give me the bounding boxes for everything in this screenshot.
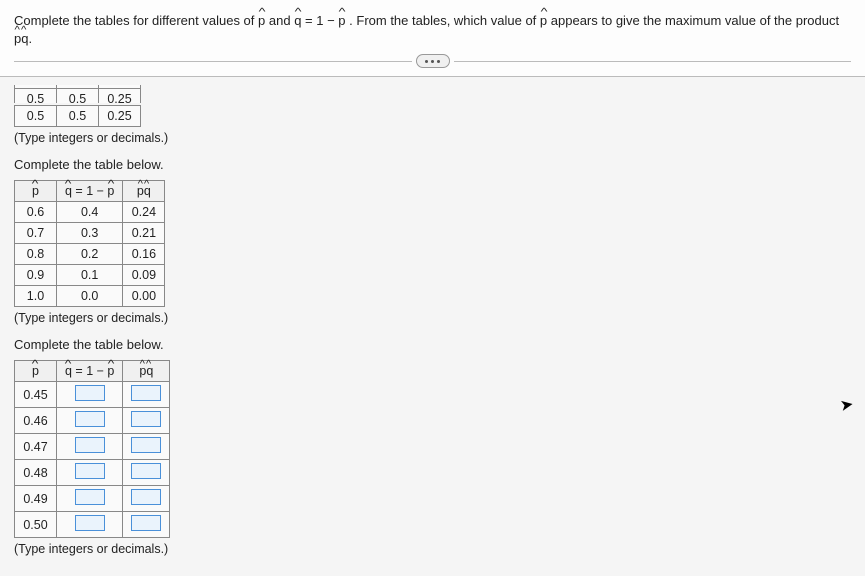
cell: 0.5 [15,89,57,104]
cell-pq [123,512,170,538]
table-prompt: Complete the table below. [14,337,851,352]
cell: 0.8 [15,244,57,265]
table-row: 0.70.30.21 [15,223,165,244]
header-p: p [15,181,57,202]
answer-input[interactable] [75,385,105,401]
cell-pq [123,486,170,512]
cell: 0.9 [15,265,57,286]
cell-p: 0.49 [15,486,57,512]
answer-input[interactable] [131,437,161,453]
table-row: 0.47 [15,434,170,460]
answer-input[interactable] [75,489,105,505]
table-row: 0.5 0.5 0.25 [15,106,141,127]
answer-input[interactable] [131,411,161,427]
cell: 0.0 [57,286,123,307]
p-hat: p [540,12,547,30]
q-hat-eq: q [294,12,301,30]
answer-input[interactable] [75,463,105,479]
cell-q [57,460,123,486]
cell: 0.00 [123,286,165,307]
table1-cutoff: 0.4 0.6 0.24 0.5 0.5 0.25 [14,85,851,103]
cell: 0.21 [123,223,165,244]
cell: 0.6 [15,202,57,223]
table-header-row: p q = 1 − p pq [15,181,165,202]
cell-q [57,512,123,538]
table-row: 0.80.20.16 [15,244,165,265]
cell-p: 0.48 [15,460,57,486]
table1-partial: 0.4 0.6 0.24 0.5 0.5 0.25 [14,85,141,103]
q-part: appears to give the maximum value of the… [551,13,839,28]
cell: 0.09 [123,265,165,286]
table-row: 0.49 [15,486,170,512]
header-p: p [15,361,57,382]
answer-input[interactable] [131,385,161,401]
table-row: 1.00.00.00 [15,286,165,307]
answer-input[interactable] [131,489,161,505]
q-part: . [28,31,32,46]
table-header-row: p q = 1 − p pq [15,361,170,382]
cell-p: 0.46 [15,408,57,434]
cell-p: 0.50 [15,512,57,538]
cell: 1.0 [15,286,57,307]
cell-pq [123,460,170,486]
table-row: 0.45 [15,382,170,408]
table1-lastrow: 0.5 0.5 0.25 [14,105,141,127]
table-prompt: Complete the table below. [14,157,851,172]
question-panel: Complete the tables for different values… [0,0,865,77]
cell-p: 0.47 [15,434,57,460]
header-pq: pq [123,361,170,382]
answer-input[interactable] [131,515,161,531]
cell: 0.3 [57,223,123,244]
table3: p q = 1 − p pq 0.450.460.470.480.490.50 [14,360,170,538]
type-note: (Type integers or decimals.) [14,542,851,556]
cell: 0.25 [99,89,141,104]
cell: 0.7 [15,223,57,244]
cell-pq [123,382,170,408]
cell-q [57,408,123,434]
cell-pq [123,434,170,460]
question-text: Complete the tables for different values… [14,12,851,48]
q-part: and [269,13,294,28]
table-row: 0.5 0.5 0.25 [15,89,141,104]
table-row: 0.60.40.24 [15,202,165,223]
q-part: . From the tables, which value of [349,13,540,28]
q-part: Complete the tables for different values… [14,13,258,28]
type-note: (Type integers or decimals.) [14,131,851,145]
cell: 0.25 [99,106,141,127]
more-button[interactable] [416,54,450,68]
pq-hat: pq [14,30,28,48]
cell-q [57,382,123,408]
cell: 0.5 [57,89,99,104]
answer-input[interactable] [75,515,105,531]
cell: 0.1 [57,265,123,286]
header-q: q = 1 − p [57,181,123,202]
answer-input[interactable] [75,437,105,453]
answer-input[interactable] [131,463,161,479]
answer-input[interactable] [75,411,105,427]
p-hat: p [258,12,265,30]
cell: 0.5 [15,106,57,127]
cell-pq [123,408,170,434]
cursor-icon: ➤ [838,394,855,416]
cell: 0.16 [123,244,165,265]
cell: 0.24 [123,202,165,223]
p-hat: p [338,12,345,30]
table-row: 0.50 [15,512,170,538]
divider [14,54,851,68]
header-q: q = 1 − p [57,361,123,382]
table-row: 0.90.10.09 [15,265,165,286]
content-area: 0.4 0.6 0.24 0.5 0.5 0.25 0.5 0.5 0.25 (… [0,77,865,576]
cell-q [57,434,123,460]
cell: 0.5 [57,106,99,127]
type-note: (Type integers or decimals.) [14,311,851,325]
table-row: 0.48 [15,460,170,486]
table-row: 0.46 [15,408,170,434]
table2: p q = 1 − p pq 0.60.40.240.70.30.210.80.… [14,180,165,307]
cell-q [57,486,123,512]
cell: 0.4 [57,202,123,223]
cell-p: 0.45 [15,382,57,408]
header-pq: pq [123,181,165,202]
cell: 0.2 [57,244,123,265]
